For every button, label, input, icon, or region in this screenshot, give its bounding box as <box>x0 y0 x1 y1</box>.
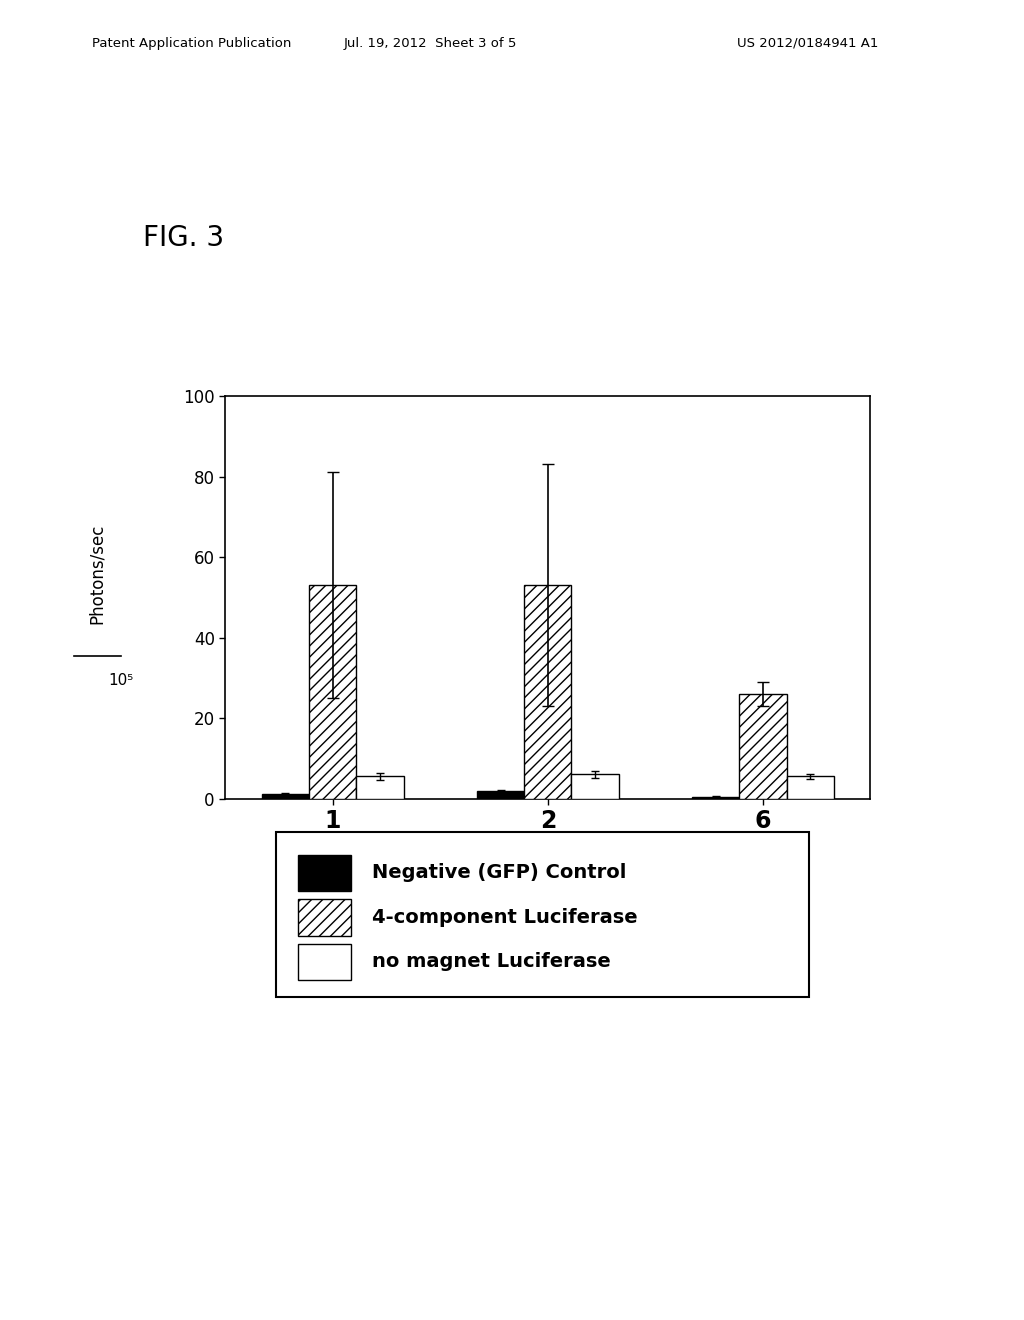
Text: no magnet Luciferase: no magnet Luciferase <box>373 953 611 972</box>
Bar <box>739 694 786 799</box>
Text: Patent Application Publication: Patent Application Publication <box>92 37 292 50</box>
Bar <box>298 944 351 979</box>
Bar <box>356 776 403 799</box>
Bar <box>571 775 618 799</box>
Text: Photons/sec: Photons/sec <box>88 524 106 624</box>
Bar <box>262 793 309 799</box>
Text: 4-component Luciferase: 4-component Luciferase <box>373 908 638 927</box>
Bar <box>309 585 356 799</box>
Text: Jul. 19, 2012  Sheet 3 of 5: Jul. 19, 2012 Sheet 3 of 5 <box>343 37 517 50</box>
Bar <box>524 585 571 799</box>
Bar <box>786 776 834 799</box>
Bar <box>298 899 351 936</box>
Text: US 2012/0184941 A1: US 2012/0184941 A1 <box>737 37 879 50</box>
X-axis label: Days After Transduction: Days After Transduction <box>397 847 698 867</box>
Text: Negative (GFP) Control: Negative (GFP) Control <box>373 863 627 882</box>
Text: FIG. 3: FIG. 3 <box>143 224 224 252</box>
Text: 10⁵: 10⁵ <box>109 673 133 688</box>
Bar <box>477 792 524 799</box>
Bar <box>692 796 739 799</box>
Bar <box>298 855 351 891</box>
